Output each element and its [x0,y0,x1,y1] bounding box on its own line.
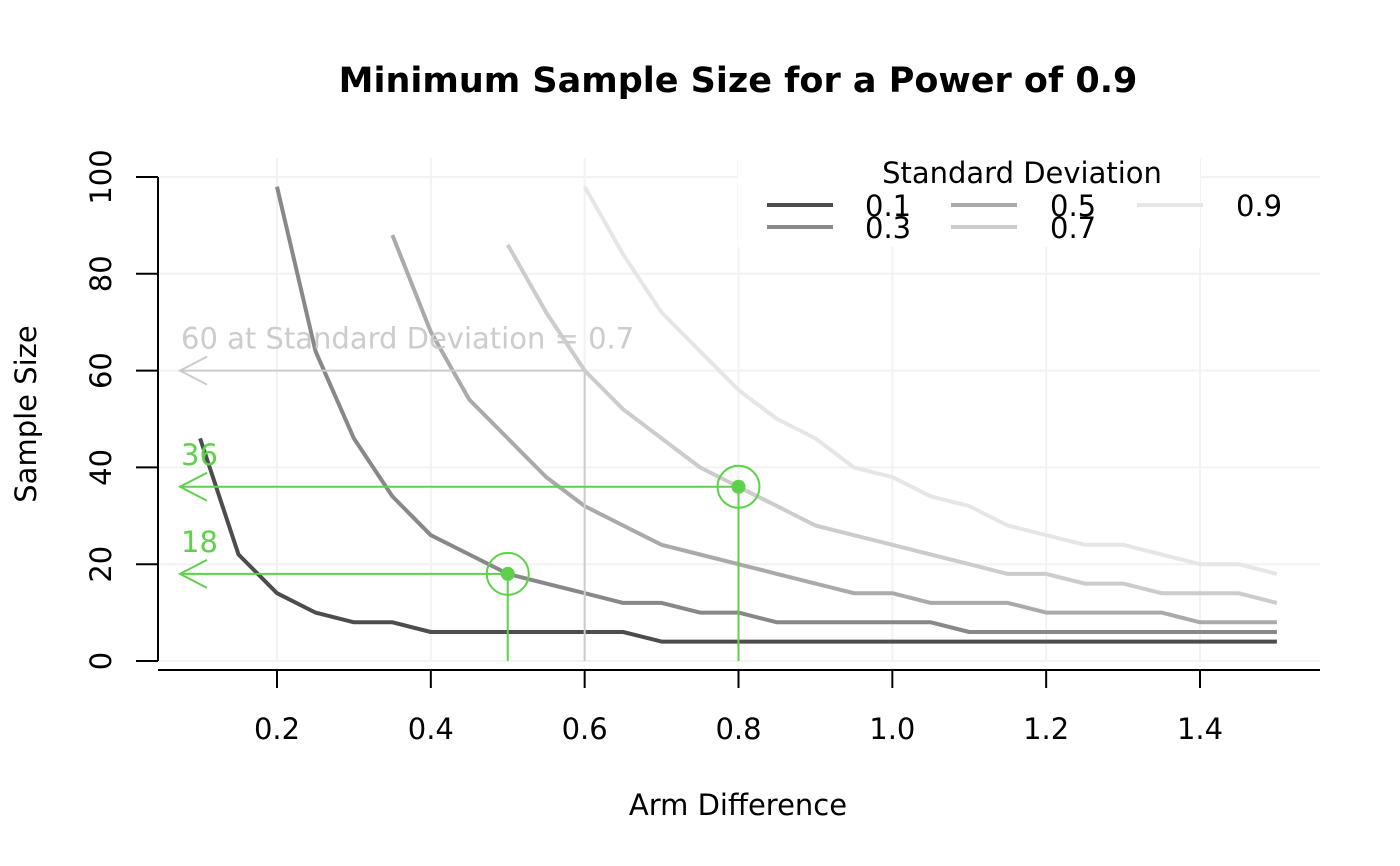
series-line-sd-0.7 [506,243,1278,605]
annotation-18: 18 [177,525,530,661]
annotation-arrow-head [177,471,208,502]
annotation-arrow-head [177,355,208,386]
x-axis-label: Arm Difference [629,788,847,822]
annotation-label: 60 at Standard Deviation = 0.7 [181,322,634,356]
annotation-marker-dot [731,479,746,494]
y-tick-label: 80 [84,255,118,292]
series-line-sd-0.3 [275,186,1277,634]
annotation-60: 60 at Standard Deviation = 0.7 [177,322,634,661]
annotation-label: 36 [181,438,218,472]
legend-entry-0.3: 0.3 [865,211,911,245]
legend-entry-0.5: 0.5 [1050,189,1096,223]
x-tick-label: 0.6 [562,712,608,746]
annotation-marker-dot [500,566,515,581]
annotations: 60 at Standard Deviation = 0.7 36 18 [177,322,761,661]
y-tick-label: 60 [84,352,118,389]
series-line-sd-0.9 [582,185,1278,576]
annotation-arrow-head [177,558,208,589]
legend-box [738,157,1200,247]
legend-entry-0.7: 0.7 [1050,211,1096,245]
y-tick-label: 100 [84,149,118,204]
x-tick-label: 1.0 [869,712,915,746]
x-tick-label: 1.2 [1023,712,1069,746]
annotation-marker-ring [716,464,761,509]
legend-title: Standard Deviation [882,156,1162,190]
y-tick-label: 40 [84,449,118,486]
legend-entry-0.1: 0.1 [865,189,911,223]
y-axis-label: Sample Size [9,325,43,502]
series-line-sd-0.5 [390,234,1277,625]
annotation-label: 18 [181,525,218,559]
legend-entry-0.9: 0.9 [1236,189,1282,223]
x-tick-label: 0.2 [254,712,300,746]
x-tick-label: 1.4 [1177,712,1223,746]
y-tick-label: 20 [84,546,118,583]
annotation-marker-ring [485,551,530,596]
y-tick-label: 0 [84,652,118,670]
chart-title: Minimum Sample Size for a Power of 0.9 [339,61,1138,101]
annotation-36: 36 [177,438,761,661]
x-tick-label: 0.8 [715,712,761,746]
axes: 0.2 0.4 0.6 0.8 1.0 1.2 1.4 0 20 40 60 80 100 [84,149,1320,746]
x-tick-label: 0.4 [408,712,454,746]
